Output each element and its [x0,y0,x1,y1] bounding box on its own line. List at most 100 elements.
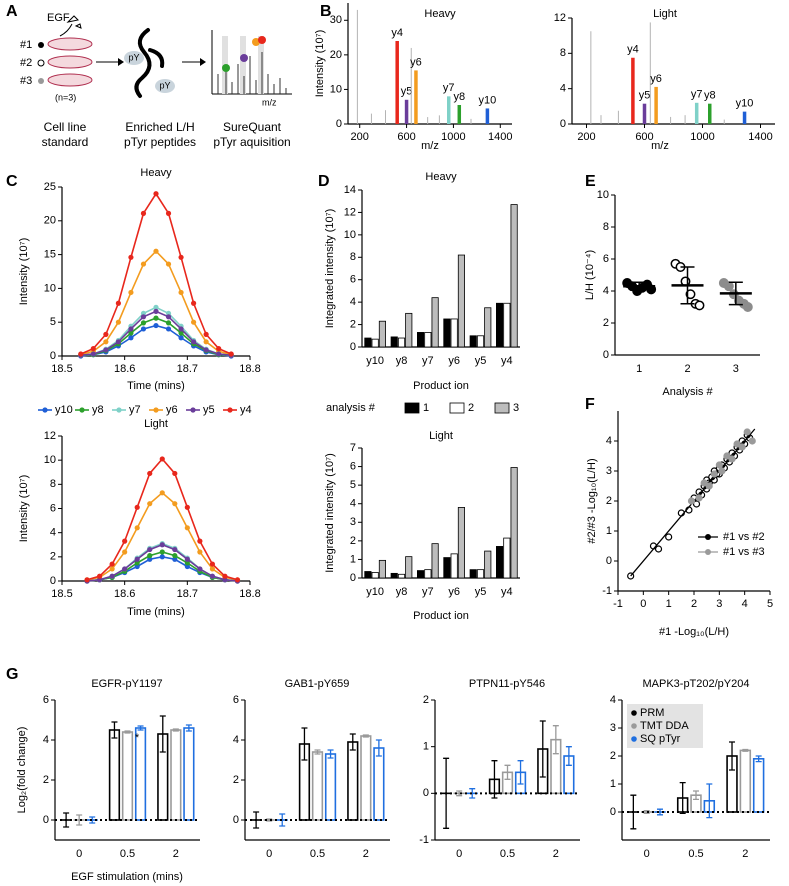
chart-title: PTPN11-pY546 [469,678,545,690]
chart-title: MAPK3-pT202/pY204 [642,678,749,690]
legend-label: 3 [513,402,519,414]
x-tick-label: 1 [666,598,672,610]
y-tick-label: 1 [423,741,429,753]
y-tick-label: 2 [423,694,429,706]
x-tick-label: 18.6 [114,588,135,600]
series-point [159,542,165,548]
y-axis-label: Intensity (10⁷) [314,30,326,98]
series-point [90,345,96,352]
series-point [147,501,153,507]
legend-marker [705,549,711,555]
series-point [97,577,103,583]
point [692,500,701,508]
series-point [178,289,184,296]
series-point [140,326,147,332]
x-tick-label: 0 [644,848,650,860]
series-point [128,254,134,260]
bar [443,318,451,348]
x-tick-label: 2 [363,848,369,860]
bar [360,735,372,821]
y-tick-label: 20 [44,215,56,227]
error-bar [185,724,192,732]
peak-label: y10 [479,94,497,106]
series-point [153,304,159,310]
legend-swatch [494,402,510,414]
x-tick-label: 3 [733,363,739,375]
legend-marker [79,407,85,413]
panel-letter: A [6,3,18,20]
error-bar [693,790,699,801]
legend-label: TMT DDA [640,720,689,732]
point [685,289,696,300]
error-bar [679,781,686,815]
point [654,545,663,553]
error-bar [706,783,713,819]
y-axis-label: Integrated intensity (10⁷) [324,209,336,329]
series-point [153,322,159,329]
y-tick-label: 5 [350,479,356,491]
y-axis-label: #2/#3 -Log₁₀(L/H) [586,458,598,543]
peak-label: y7 [691,89,703,101]
x-tick-label: 3 [716,598,722,610]
series-point [147,546,153,553]
x-tick-label: 18.7 [177,363,198,375]
y-tick-label: 15 [44,249,56,261]
bar [510,467,518,579]
point [723,281,734,292]
legend-label: y7 [129,404,141,416]
y-tick-label: 3 [606,465,612,477]
series-point [147,470,153,477]
legend-label: #1 vs #3 [723,546,765,558]
bar [378,320,386,348]
series-point [134,560,140,566]
bar [311,751,324,821]
point [738,443,746,451]
replicate-marker [38,78,44,84]
x-axis-label: Time (mins) [127,380,185,392]
x-tick-label: 200 [577,131,595,143]
bar [405,556,413,579]
error-bar [314,749,321,755]
series-point [147,553,153,559]
error-bar [137,725,144,731]
arrowhead [118,58,124,66]
bar [484,307,492,348]
x-tick-label: 0 [76,848,82,860]
dish [47,37,93,51]
peak-label: y4 [627,44,639,56]
x-tick-label: y5 [475,586,487,598]
y-tick-label: 2 [603,317,609,329]
x-tick-label: 2 [173,848,179,860]
x-tick-label: y7 [422,586,434,598]
x-tick-label: 1400 [748,131,772,143]
series-point [134,563,140,570]
x-tick-label: y5 [475,355,487,367]
bar [390,572,398,579]
bar [496,546,504,579]
point [743,428,751,436]
series-point [203,347,209,353]
series-point [172,546,178,553]
error-bar [279,813,286,827]
y-tick-label: 3 [350,516,356,528]
series-point [122,538,128,544]
y-tick-label: 10 [344,229,356,241]
series-line [80,192,232,355]
legend-swatch [404,402,420,414]
y-tick-label: 0 [350,572,356,584]
legend-marker [116,407,122,413]
y-tick-label: 14 [344,184,356,196]
point [748,437,756,445]
legend-label: y4 [240,404,252,416]
series-point [209,573,215,579]
dish [47,73,93,87]
egf-arrow [59,23,73,37]
legend-swatch [449,402,465,414]
series-point [172,553,178,559]
bar [170,729,182,821]
ptyr-label: pY [159,80,170,90]
series-line [86,457,238,581]
y-tick-label: 6 [43,694,49,706]
